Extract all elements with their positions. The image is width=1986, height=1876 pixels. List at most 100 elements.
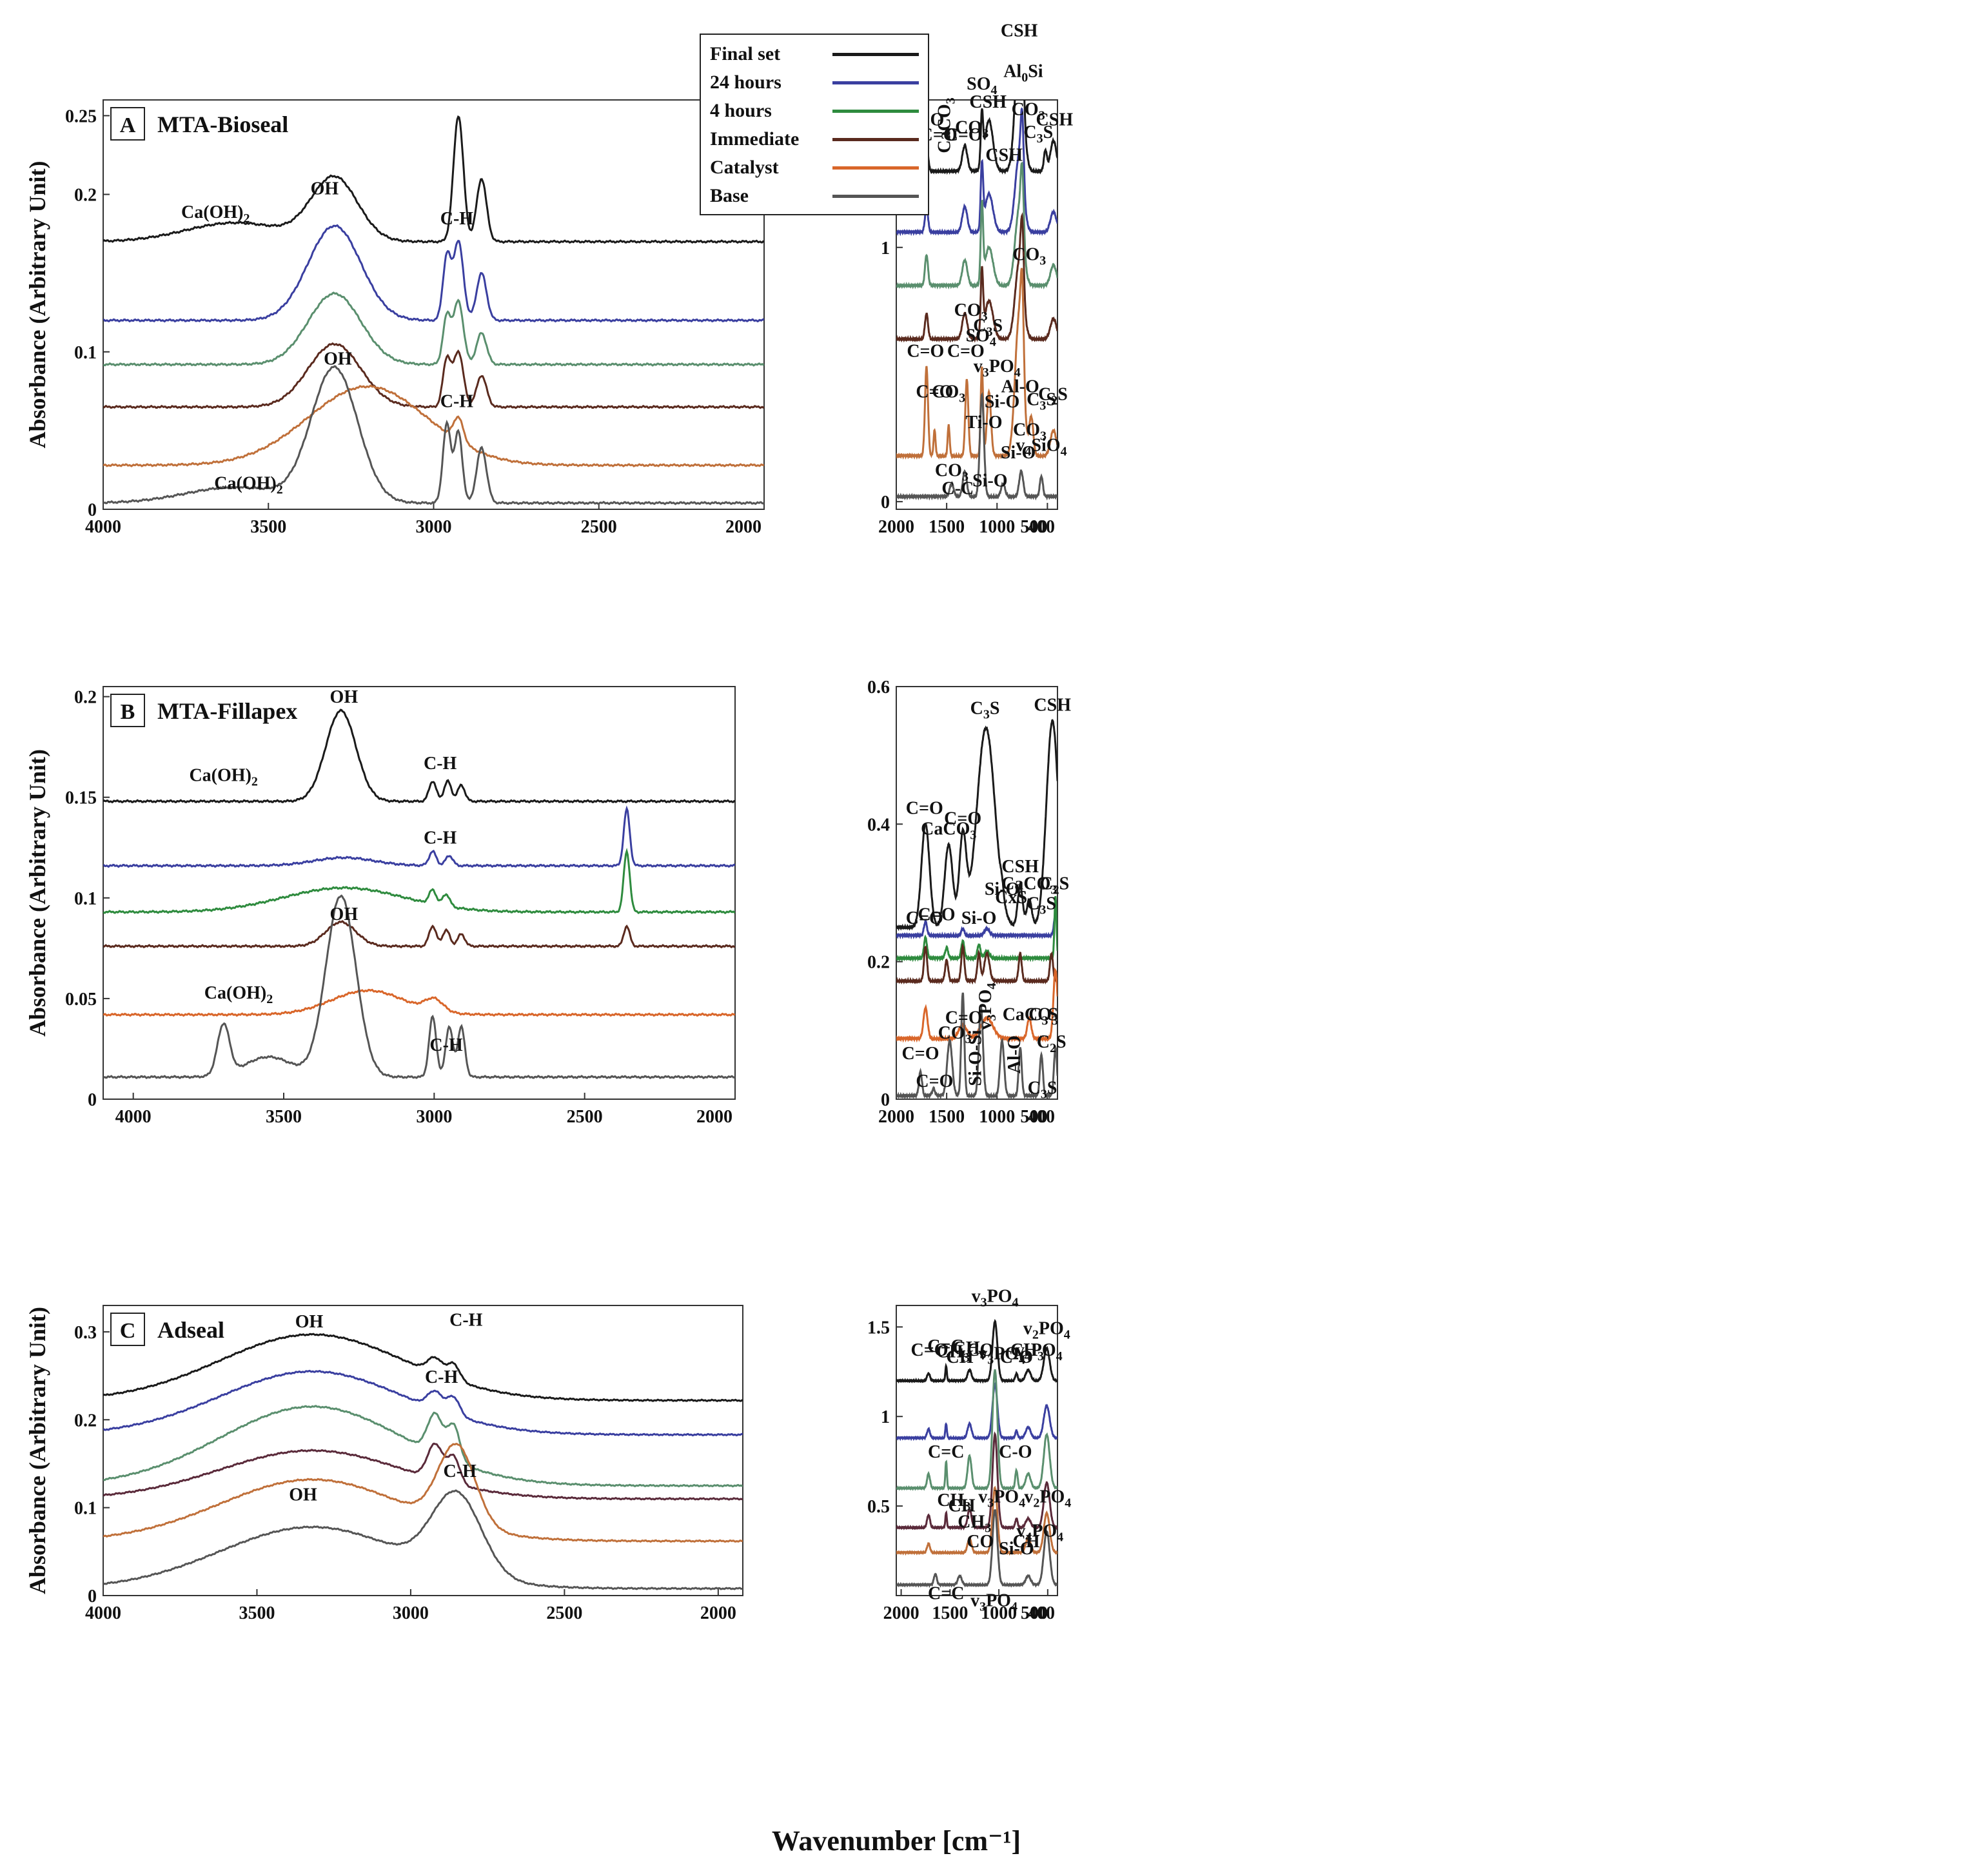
chart-B-right: 2000 1500 1000 50040000.20.40.6C=OC=OCaCO3C…: [867, 678, 1071, 1127]
peak-annotation: OH: [330, 687, 359, 707]
peak-annotation: C-O: [1000, 1347, 1033, 1367]
peak-annotation: C2S: [1039, 874, 1069, 897]
series-line-immediate: [896, 1431, 1057, 1531]
peak-annotation: Si-O: [972, 471, 1007, 491]
legend-swatch: [832, 109, 919, 113]
panel-title: MTA-Fillapex: [157, 698, 297, 724]
y-tick-label: 0.15: [65, 788, 97, 808]
peak-annotation: C=O: [944, 808, 981, 828]
y-tick-label: 0.1: [74, 343, 97, 363]
x-tick-label: 4000: [85, 517, 121, 537]
series-line-catalyst: [103, 1443, 743, 1543]
peak-annotation: CO3: [955, 117, 988, 141]
chart-A-left: 4000 3500 3000 2500 2000 0 0.1 0.2 0.25 Absorbanc…: [25, 99, 765, 537]
peak-annotation: SO4: [967, 74, 997, 97]
legend-swatch: [832, 166, 919, 170]
peak-annotation: CH3: [936, 1342, 970, 1365]
peak-annotation: C3S: [1027, 894, 1056, 917]
peak-annotation: CO: [967, 1532, 994, 1552]
legend: Final set 24 hours 4 hours Immediate Cat…: [700, 34, 929, 215]
peak-annotation: C3S: [1027, 389, 1056, 413]
y-tick-label: 0.2: [867, 953, 890, 973]
series-line-4-hours: [896, 1369, 1057, 1492]
x-tick-label: 2000: [696, 1107, 732, 1127]
peak-annotation: C-H: [425, 1367, 458, 1387]
x-tick-label: 500: [1020, 517, 1047, 537]
y-tick-label: 1: [881, 239, 890, 259]
plot-frame: [896, 1305, 1058, 1596]
series-line-final-set: [103, 1333, 743, 1402]
x-tick-label: 3000: [393, 1603, 429, 1623]
peak-annotation: Al-O: [1005, 1035, 1025, 1073]
peak-annotation: C2S: [1038, 384, 1068, 407]
peak-annotation: C2S: [1037, 1032, 1067, 1055]
peak-annotation: CO3: [1013, 420, 1047, 444]
plot-frame: [896, 686, 1058, 1100]
x-tick-label: 400: [1028, 517, 1055, 537]
peak-annotation: CSH: [1001, 857, 1039, 877]
chart-B-left: 4000 3500 3000 2500 2000 0 0.05 0.1 0.15 0.2 Absor…: [25, 686, 736, 1127]
series-line-immediate: [103, 342, 764, 409]
x-tick-label: 400: [1028, 1603, 1055, 1623]
x-axis-label: Wavenumber [cm⁻¹]: [772, 1825, 1021, 1857]
y-tick-label: 1: [881, 1407, 890, 1427]
legend-item-final-set: Final set: [710, 40, 919, 68]
peak-annotation: Ca(OH)2: [204, 983, 273, 1006]
series-line-catalyst: [103, 988, 735, 1017]
peak-annotation: C=O: [911, 1340, 949, 1360]
peak-annotation: Ti-O: [965, 413, 1002, 433]
peak-annotation: C3S: [1028, 1004, 1058, 1028]
y-tick-label: 0.1: [74, 1499, 97, 1519]
peak-annotation: CSH: [985, 146, 1023, 166]
y-tick-label: 0.4: [867, 815, 890, 835]
peak-annotation: v4PO4: [1016, 1521, 1063, 1544]
y-tick-label: 0: [881, 493, 890, 513]
series-line-24-hours: [896, 107, 1057, 237]
panel-title: Adseal: [157, 1317, 224, 1343]
peak-annotation: OH: [295, 1312, 324, 1332]
series-line-24-hours: [896, 1382, 1057, 1441]
peak-annotation: C=O: [907, 341, 944, 361]
peak-annotation: CO3: [935, 461, 968, 484]
peak-annotation: CO3: [954, 300, 988, 324]
peak-annotation: C3S: [970, 699, 1000, 722]
legend-swatch: [832, 194, 919, 198]
peak-annotation: CaCO3: [1003, 1004, 1058, 1028]
series-line-4-hours: [896, 895, 1057, 962]
x-tick-label: 4000: [85, 1603, 121, 1623]
peak-annotation: CSH: [1036, 110, 1074, 130]
y-axis-label: Absorbance (Arbitrary Unit): [25, 749, 50, 1037]
x-tick-label: 1500: [932, 1603, 968, 1623]
x-tick-label: 2000: [700, 1603, 736, 1623]
chart-C-left: 4000 3500 3000 2500 2000 0 0.1 0.2 0.3 Absorbance…: [25, 1305, 743, 1623]
legend-item-base: Base: [710, 182, 919, 210]
panel-letter-box: [110, 1313, 145, 1346]
peak-annotation: v2PO4: [1024, 1487, 1071, 1510]
peak-annotation: v3PO4: [978, 1343, 1025, 1367]
series-line-catalyst: [896, 1485, 1057, 1556]
x-tick-label: 3500: [239, 1603, 275, 1623]
x-tick-label: 1000: [979, 1107, 1015, 1127]
peak-annotation: C-H: [440, 209, 474, 229]
plot-frame: [103, 686, 736, 1100]
y-tick-label: 0: [881, 1090, 890, 1110]
peak-annotation: C=O: [902, 1044, 939, 1064]
peak-annotation: Si-O: [961, 908, 996, 928]
peak-annotation: C=C: [928, 1442, 964, 1462]
peak-annotation: C3S: [1028, 1078, 1057, 1101]
series-line-final-set: [896, 1318, 1057, 1384]
y-tick-label: 0: [88, 1587, 97, 1607]
peak-annotation: OH: [311, 179, 339, 199]
x-tick-label: 3500: [266, 1107, 302, 1127]
x-tick-label: 2500: [546, 1603, 582, 1623]
series-line-4-hours: [103, 848, 735, 915]
series-line-catalyst: [896, 967, 1057, 1043]
peak-annotation: Ca(OH)2: [181, 202, 250, 226]
series-line-final-set: [103, 708, 735, 804]
series-line-base: [896, 391, 1057, 501]
plot-frame: [103, 1305, 743, 1596]
x-tick-label: 1500: [929, 1107, 965, 1127]
peak-annotation: CO3: [1012, 100, 1045, 123]
x-tick-label: 2500: [581, 517, 617, 537]
panel-letter-box: [110, 107, 145, 141]
